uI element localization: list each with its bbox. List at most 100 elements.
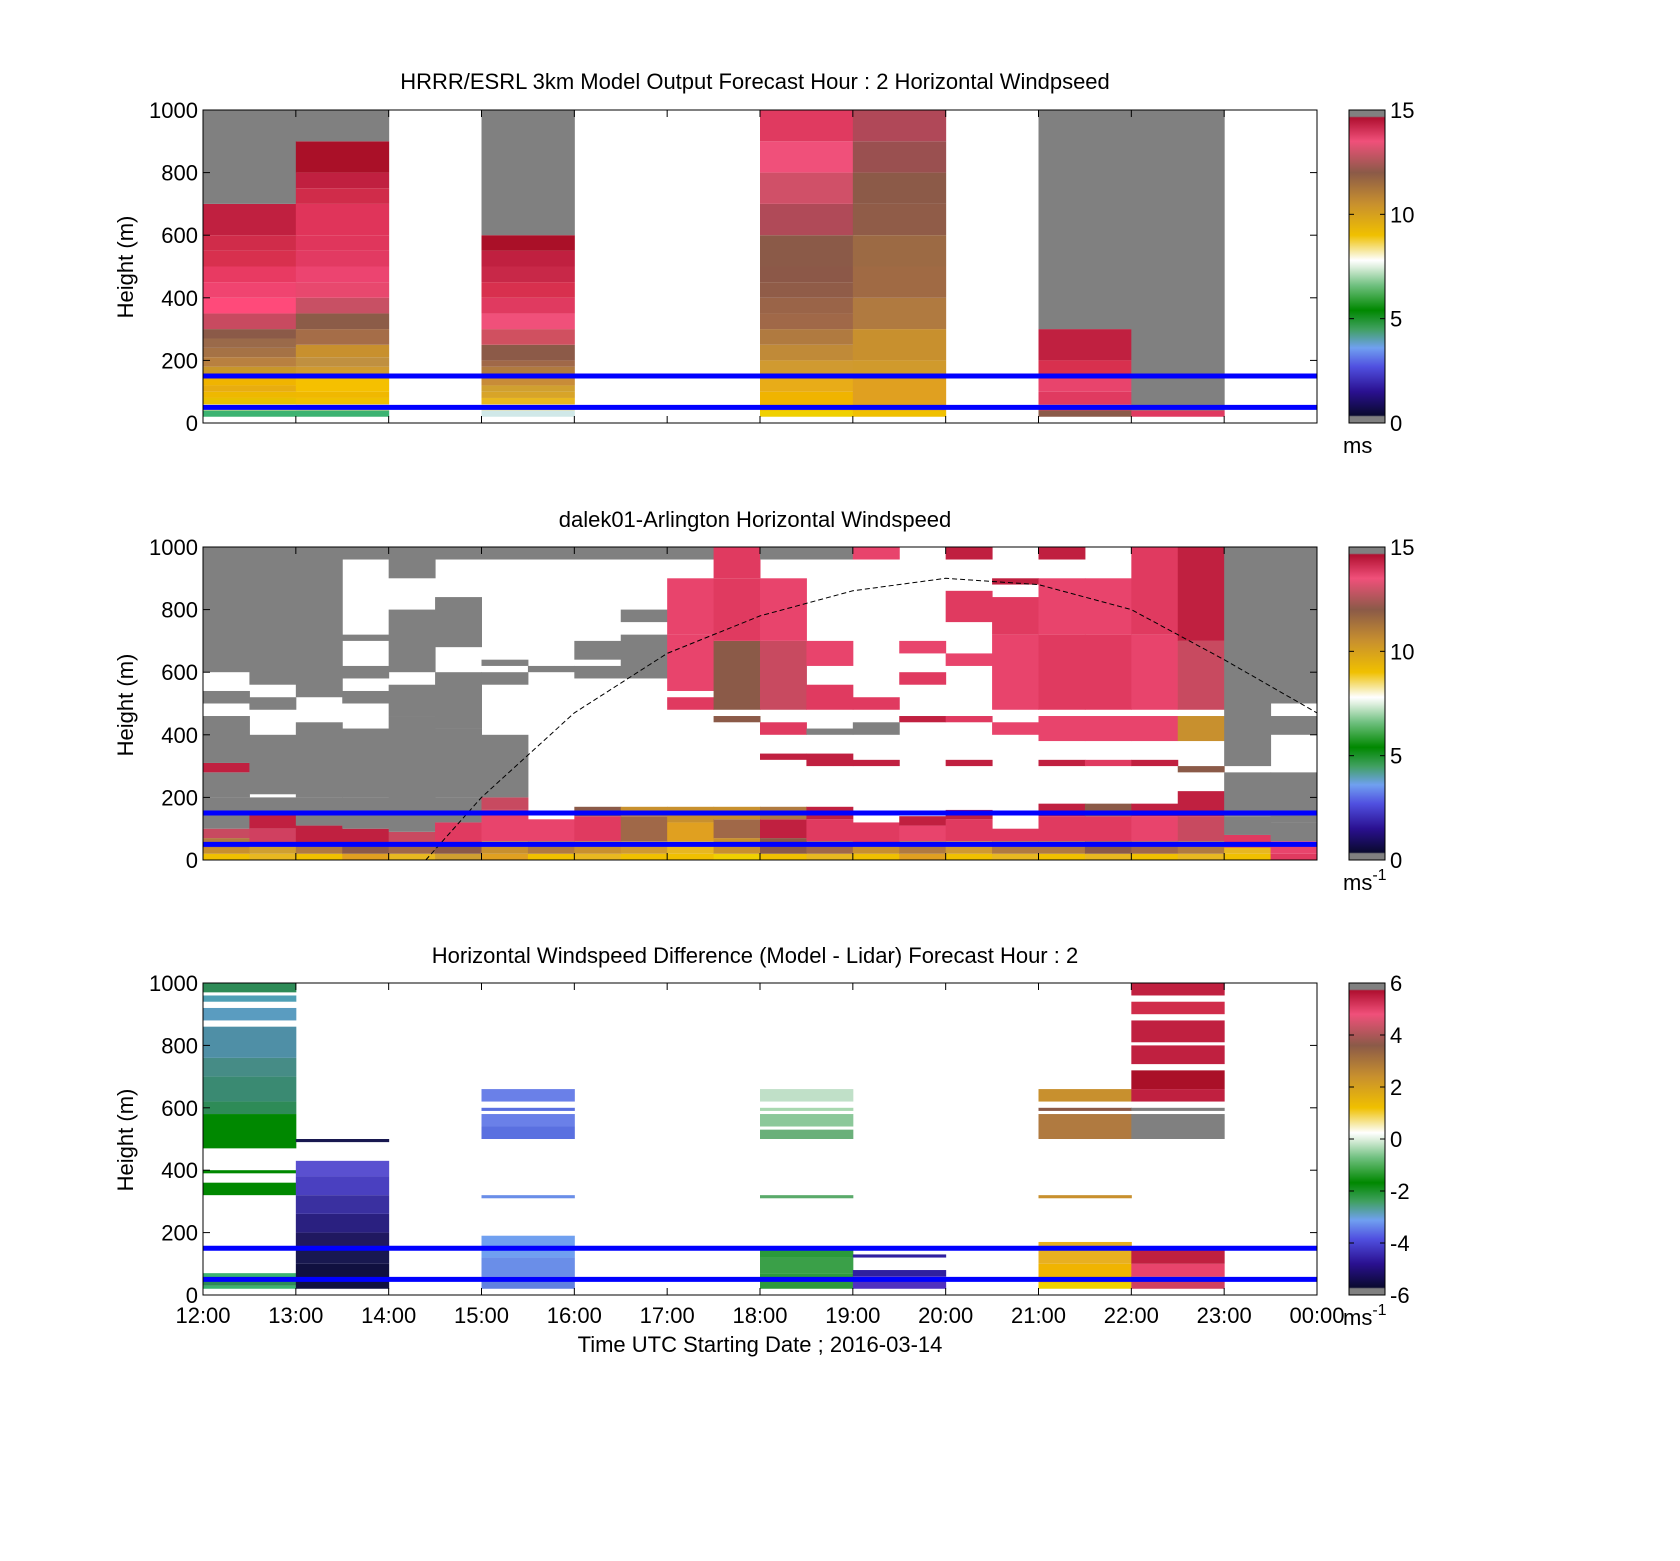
heatmap-cell bbox=[203, 1076, 297, 1102]
heatmap-cell bbox=[203, 1007, 297, 1021]
heatmap-cell bbox=[574, 816, 622, 842]
x-tick-label: 16:00 bbox=[547, 1303, 602, 1328]
heatmap-cell bbox=[388, 844, 436, 854]
heatmap-cell bbox=[760, 110, 854, 142]
colorbar-tick-label: 5 bbox=[1390, 744, 1402, 769]
heatmap-cell bbox=[388, 684, 436, 717]
heatmap-cell bbox=[1131, 853, 1179, 860]
heatmap-cell bbox=[388, 609, 436, 673]
heatmap-cell bbox=[760, 1195, 854, 1199]
heatmap-cell bbox=[852, 844, 900, 854]
heatmap-cell bbox=[1131, 1089, 1225, 1102]
heatmap-cell bbox=[899, 816, 947, 826]
heatmap-cell bbox=[203, 397, 297, 405]
heatmap-cell bbox=[1038, 1195, 1132, 1199]
heatmap-cell bbox=[295, 1160, 390, 1177]
heatmap-cell bbox=[295, 366, 390, 377]
heatmap-cell bbox=[1131, 759, 1179, 767]
heatmap-cell bbox=[1131, 1045, 1225, 1065]
heatmap-cell bbox=[760, 313, 854, 330]
heatmap-cell bbox=[481, 734, 529, 798]
heatmap-cell bbox=[760, 329, 854, 345]
heatmap-cell bbox=[481, 235, 575, 251]
heatmap-cell bbox=[574, 853, 622, 860]
heatmap-cell bbox=[760, 1257, 854, 1274]
heatmap-cell bbox=[203, 250, 297, 267]
heatmap-cell bbox=[852, 297, 947, 330]
heatmap-cell bbox=[249, 844, 297, 854]
heatmap-cell bbox=[249, 697, 297, 710]
heatmap-cell bbox=[992, 853, 1039, 860]
heatmap-cell bbox=[295, 172, 390, 189]
panel-title: Horizontal Windspeed Difference (Model -… bbox=[432, 943, 1078, 968]
heatmap-cell bbox=[1270, 853, 1318, 860]
x-tick-label: 14:00 bbox=[361, 1303, 416, 1328]
heatmap-cell bbox=[760, 853, 807, 860]
heatmap-cell bbox=[992, 578, 1039, 585]
heatmap-cell bbox=[203, 110, 297, 204]
colorbar-tick-label: 4 bbox=[1390, 1023, 1402, 1048]
y-tick-label: 400 bbox=[161, 723, 198, 748]
heatmap-cell bbox=[295, 853, 343, 860]
heatmap-cell bbox=[1131, 1263, 1225, 1277]
heatmap-cell bbox=[249, 828, 297, 845]
heatmap-cell bbox=[203, 1026, 297, 1058]
y-tick-label: 800 bbox=[161, 161, 198, 186]
heatmap-cell bbox=[1038, 1241, 1132, 1264]
heatmap-cell bbox=[527, 819, 575, 842]
heatmap-cell bbox=[481, 797, 529, 810]
heatmap-cell bbox=[249, 853, 297, 860]
heatmap-cell bbox=[295, 844, 343, 854]
heatmap-cell bbox=[620, 609, 668, 623]
heatmap-cell bbox=[295, 297, 390, 314]
heatmap-cell bbox=[203, 1170, 297, 1174]
heatmap-cell bbox=[1038, 1107, 1132, 1111]
heatmap-cell bbox=[713, 819, 761, 839]
heatmap-cells bbox=[203, 983, 1225, 1289]
heatmap-cell bbox=[527, 547, 575, 560]
heatmap-cell bbox=[481, 410, 575, 417]
y-tick-label: 1000 bbox=[149, 971, 198, 996]
x-tick-label: 21:00 bbox=[1011, 1303, 1066, 1328]
heatmap-cell bbox=[1038, 329, 1132, 361]
heatmap-cell bbox=[1224, 847, 1272, 854]
x-tick-label: 18:00 bbox=[732, 1303, 787, 1328]
heatmap-cell bbox=[435, 547, 482, 560]
colorbar-tick-label: 0 bbox=[1390, 411, 1402, 436]
heatmap-cell bbox=[481, 297, 575, 314]
heatmap-cell bbox=[760, 1129, 854, 1139]
heatmap-cell bbox=[295, 1176, 390, 1196]
heatmap-cell bbox=[1131, 1001, 1225, 1015]
y-ticks: 0 200 400 600 800 1000 bbox=[149, 971, 1317, 1308]
heatmap-cell bbox=[203, 1285, 297, 1289]
y-axis-label: Height (m) bbox=[113, 654, 138, 757]
heatmap-cell bbox=[1038, 1282, 1132, 1289]
heatmap-cell bbox=[1038, 853, 1086, 860]
colorbar: -6 -4 -2 0 2 4 6 ms-1 bbox=[1343, 971, 1410, 1330]
heatmap-cell bbox=[481, 360, 575, 367]
heatmap-cell bbox=[342, 828, 390, 845]
y-tick-label: 1000 bbox=[149, 535, 198, 560]
heatmap-cell bbox=[295, 282, 390, 298]
overlay bbox=[203, 577, 1318, 861]
heatmap-cell bbox=[295, 1195, 390, 1214]
heatmap-cell bbox=[295, 1248, 390, 1264]
heatmap-cell bbox=[667, 822, 715, 842]
heatmap-cell bbox=[481, 1257, 575, 1277]
heatmap-cell bbox=[203, 772, 250, 798]
colorbar-tick-label: 0 bbox=[1390, 1127, 1402, 1152]
heatmap-cell bbox=[295, 313, 390, 330]
heatmap-cell bbox=[1224, 547, 1272, 767]
heatmap-cell bbox=[992, 722, 1039, 735]
heatmap-cell bbox=[203, 1101, 297, 1115]
heatmap-cell bbox=[388, 831, 436, 845]
heatmap-cell bbox=[760, 235, 854, 267]
y-tick-label: 0 bbox=[186, 411, 198, 436]
colorbar-tick-label: -6 bbox=[1390, 1283, 1410, 1308]
heatmap-cell bbox=[203, 1279, 297, 1286]
heatmap-cell bbox=[760, 141, 854, 173]
y-ticks: 0 200 400 600 800 1000 bbox=[149, 98, 1317, 436]
heatmap-cell bbox=[481, 282, 575, 298]
colorbar-tick-label: 10 bbox=[1390, 639, 1414, 664]
